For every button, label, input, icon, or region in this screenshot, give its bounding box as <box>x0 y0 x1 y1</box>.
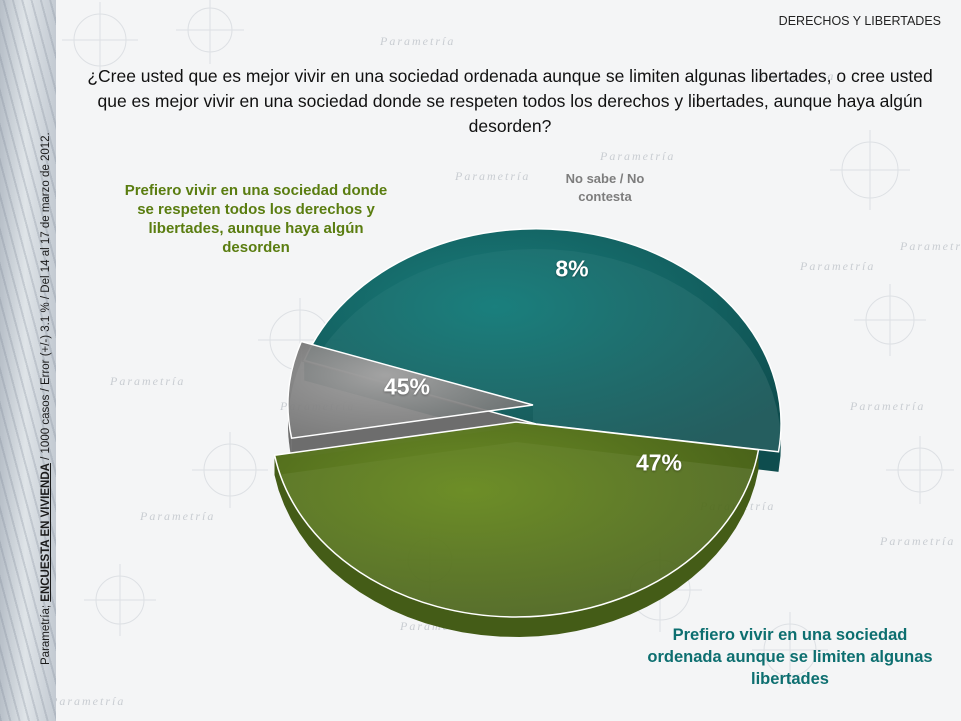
watermark-text: Parametría <box>759 69 835 83</box>
data-label-47: 47% <box>635 449 683 476</box>
watermark-text: Parametría <box>454 169 530 183</box>
pie-slice-47 <box>303 228 782 453</box>
watermark-text: Parametría <box>899 239 961 253</box>
watermark-text: Parametría <box>799 259 875 273</box>
slice-label-no-answer: No sabe / No contesta <box>565 171 645 204</box>
watermark-text: Parametría <box>109 374 185 388</box>
pie-slice-45 <box>273 421 760 618</box>
watermark-text: Parametría <box>379 34 455 48</box>
slice-label-ordered-rights: Prefiero vivir en una sociedad donde se … <box>124 182 388 256</box>
watermark-text: Parametría <box>849 399 925 413</box>
pie-slice-8 <box>287 340 534 440</box>
side-decoration-strip <box>0 0 56 721</box>
watermark-text: Parametría <box>599 149 675 163</box>
slice-label-ordered-society: Prefiero vivir en una sociedad ordenada … <box>647 626 933 688</box>
watermark-text: Parametría <box>879 534 955 548</box>
data-label-8: 8% <box>555 255 589 282</box>
watermark-text: Parametría <box>49 694 125 708</box>
data-label-45: 45% <box>383 373 431 400</box>
watermark-text: Parametría <box>139 509 215 523</box>
section-title: DERECHOS Y LIBERTADES <box>778 14 941 28</box>
question-title: ¿Cree usted que es mejor vivir en una so… <box>87 66 933 136</box>
